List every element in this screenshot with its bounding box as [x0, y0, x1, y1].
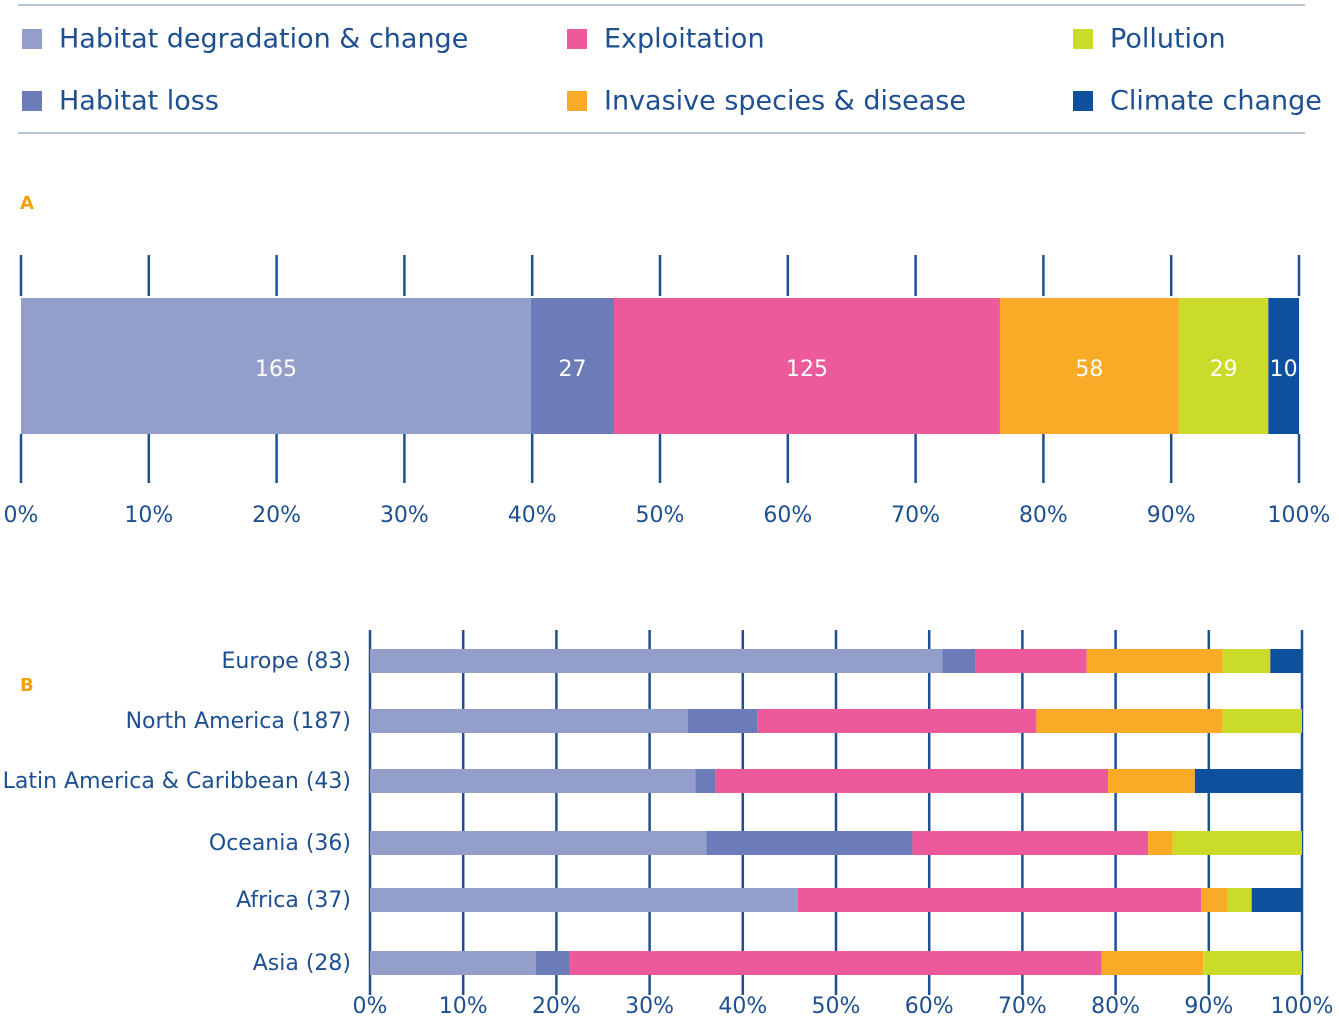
bar-segment — [613, 298, 1000, 434]
legend-label: Habitat degradation & change — [59, 24, 468, 55]
y-tick-label: North America (187) — [126, 709, 351, 734]
x-tick-label: 80% — [1019, 503, 1068, 528]
bar-segment — [1148, 831, 1173, 855]
bar-segment — [942, 649, 976, 673]
legend-label: Pollution — [1110, 24, 1226, 55]
bar-segment — [797, 888, 1202, 912]
panel-title: A — [20, 193, 34, 214]
x-tick-label: 80% — [1091, 994, 1140, 1019]
data-label: 29 — [1210, 357, 1238, 382]
x-tick-label: 10% — [124, 503, 173, 528]
y-tick-label: Latin America & Caribbean (43) — [3, 769, 351, 794]
x-tick-label: 0% — [353, 994, 388, 1019]
x-tick-label: 100% — [1268, 503, 1331, 528]
legend-label: Climate change — [1110, 86, 1322, 117]
panel-title: B — [20, 675, 34, 696]
x-tick-label: 0% — [4, 503, 39, 528]
x-tick-label: 50% — [812, 994, 861, 1019]
x-tick-label: 20% — [532, 994, 581, 1019]
bar-segment — [530, 298, 614, 434]
x-tick-label: 20% — [252, 503, 301, 528]
y-tick-label: Africa (37) — [236, 888, 351, 913]
bar-segment — [1101, 951, 1204, 975]
bar-segment — [1178, 298, 1269, 434]
bar-segment — [535, 951, 570, 975]
y-tick-label: Oceania (36) — [209, 831, 351, 856]
x-tick-label: 30% — [380, 503, 429, 528]
legend-swatch — [22, 29, 42, 49]
bar-segment — [757, 709, 1037, 733]
legend-swatch — [1073, 91, 1093, 111]
legend-label: Invasive species & disease — [604, 86, 966, 117]
data-label: 27 — [558, 357, 586, 382]
x-tick-label: 10% — [439, 994, 488, 1019]
bar-segment — [370, 709, 688, 733]
bar-segment — [569, 951, 1102, 975]
legend-label: Exploitation — [604, 24, 765, 55]
bar-segment — [1194, 769, 1302, 793]
bar-segment — [715, 769, 1109, 793]
legend-swatch — [567, 29, 587, 49]
bar-segment — [1036, 709, 1223, 733]
x-tick-label: 90% — [1147, 503, 1196, 528]
bar-segment — [370, 649, 943, 673]
bar-segment — [21, 298, 531, 434]
y-tick-label: Asia (28) — [253, 951, 351, 976]
x-tick-label: 60% — [763, 503, 812, 528]
bar-segment — [1251, 888, 1302, 912]
bar-segment — [370, 888, 798, 912]
legend-swatch — [567, 91, 587, 111]
bar-segment — [1108, 769, 1195, 793]
bar-segment — [695, 769, 716, 793]
bar-segment — [1203, 951, 1302, 975]
bar-segment — [1086, 649, 1223, 673]
x-tick-label: 70% — [998, 994, 1047, 1019]
bar-segment — [370, 769, 696, 793]
bar-segment — [687, 709, 758, 733]
x-tick-label: 60% — [905, 994, 954, 1019]
x-tick-label: 90% — [1184, 994, 1233, 1019]
bar-segment — [370, 831, 707, 855]
data-label: 58 — [1075, 357, 1103, 382]
bar-segment — [975, 649, 1087, 673]
legend-label: Habitat loss — [59, 86, 219, 117]
data-label: 125 — [786, 357, 828, 382]
y-tick-label: Europe (83) — [221, 649, 351, 674]
bar-segment — [1268, 298, 1299, 434]
bar-segment — [1201, 888, 1228, 912]
x-tick-label: 100% — [1271, 994, 1334, 1019]
bar-segment — [706, 831, 913, 855]
data-label: 165 — [255, 357, 297, 382]
bar-segment — [1172, 831, 1302, 855]
bar-segment — [1222, 709, 1302, 733]
legend-swatch — [22, 91, 42, 111]
bar-segment — [1222, 649, 1271, 673]
bar-segment — [912, 831, 1149, 855]
bar-segment — [999, 298, 1179, 434]
bar-segment — [370, 951, 536, 975]
bar-segment — [1270, 649, 1302, 673]
x-tick-label: 30% — [625, 994, 674, 1019]
x-tick-label: 40% — [718, 994, 767, 1019]
x-tick-label: 50% — [636, 503, 685, 528]
data-label: 10 — [1270, 357, 1298, 382]
bar-segment — [1227, 888, 1252, 912]
x-tick-label: 40% — [508, 503, 557, 528]
legend-swatch — [1073, 29, 1093, 49]
x-tick-label: 70% — [891, 503, 940, 528]
